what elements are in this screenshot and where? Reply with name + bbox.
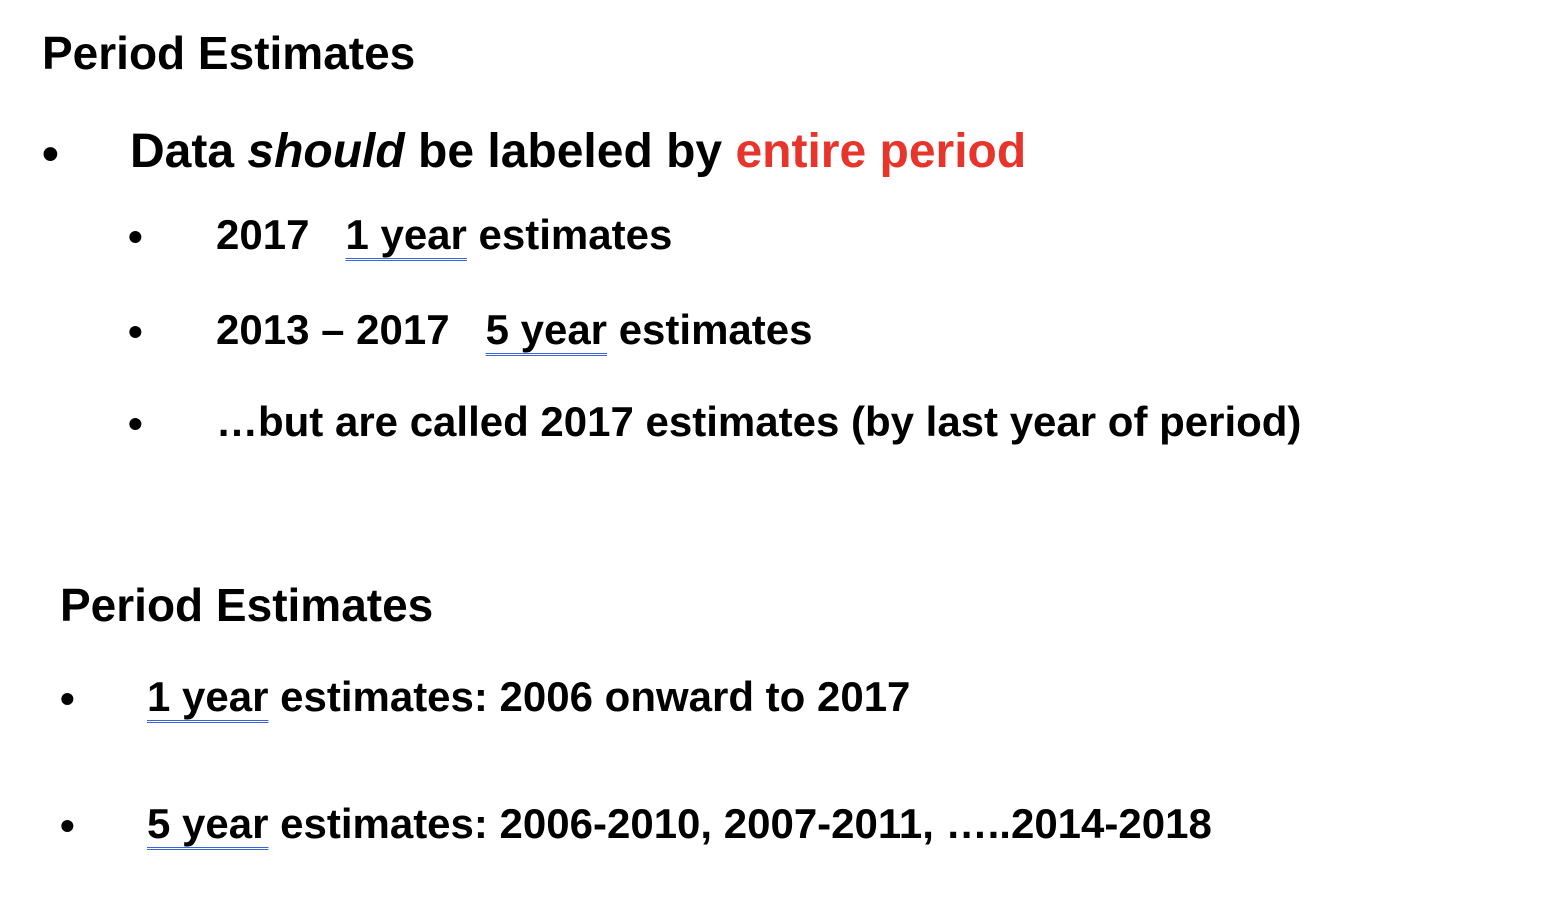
- sub-bullet-1-text: 2017 1 year estimates: [216, 214, 672, 256]
- main-bullet-part3: be labeled by: [404, 125, 736, 178]
- section2-bullet-1-marker: •: [60, 675, 75, 722]
- sub-bullet-2-prefix: 2013 – 2017: [216, 306, 450, 353]
- sub-bullet-1-prefix: 2017: [216, 211, 310, 258]
- main-bullet-marker: •: [42, 128, 59, 181]
- sub-bullet-2-marker: •: [128, 308, 143, 355]
- section2-bullet-1-underlined: 1 year: [147, 673, 269, 720]
- main-bullet-italic: should: [247, 125, 405, 178]
- main-bullet-text: Data should be labeled by entire period: [130, 128, 1026, 176]
- section2-bullet-2-suffix: estimates: 2006-2010, 2007-2011, …..2014…: [268, 800, 1212, 847]
- section2-bullet-2-text: 5 year estimates: 2006-2010, 2007-2011, …: [147, 803, 1212, 845]
- section2-bullet-2-marker: •: [60, 802, 75, 849]
- section2-bullet-1-text: 1 year estimates: 2006 onward to 2017: [147, 676, 910, 718]
- section2-bullet-2-underlined: 5 year: [147, 800, 269, 847]
- section1-title: Period Estimates: [42, 27, 416, 79]
- sub-bullet-2-text: 2013 – 2017 5 year estimates: [216, 309, 812, 351]
- sub-bullet-1-marker: •: [128, 213, 143, 260]
- sub-bullet-2-suffix: estimates: [607, 306, 813, 353]
- section2-title: Period Estimates: [60, 579, 434, 631]
- sub-bullet-1-underlined: 1 year: [345, 211, 467, 258]
- sub-bullet-3-text: …but are called 2017 estimates (by last …: [216, 398, 1302, 445]
- main-bullet-part1: Data: [130, 125, 248, 178]
- sub-bullet-3-marker: •: [128, 400, 143, 447]
- main-bullet-red-text: entire period: [735, 125, 1027, 178]
- section2-bullet-1-suffix: estimates: 2006 onward to 2017: [268, 673, 911, 720]
- sub-bullet-2-underlined: 5 year: [485, 306, 608, 353]
- sub-bullet-1-suffix: estimates: [466, 211, 673, 258]
